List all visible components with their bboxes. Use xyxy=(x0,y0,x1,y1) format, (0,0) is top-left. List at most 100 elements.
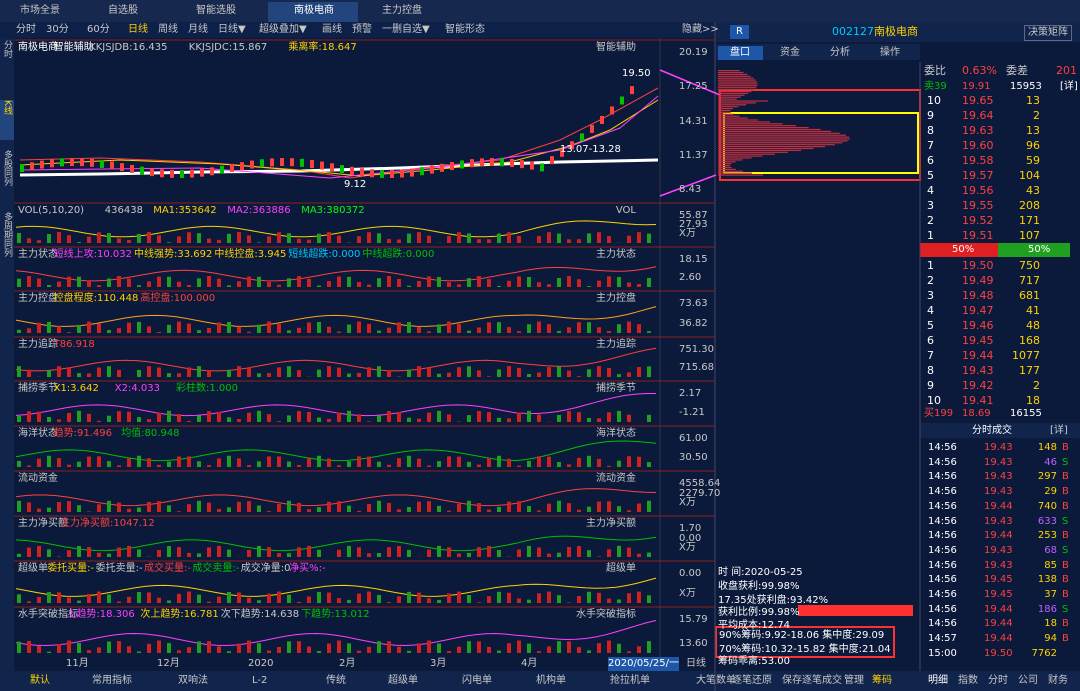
toolbar-button[interactable]: 画线 xyxy=(322,24,342,35)
bottom-tab[interactable]: 大笔数单 xyxy=(696,675,736,686)
decor-shape xyxy=(227,591,231,603)
bottom-tab[interactable]: L-2 xyxy=(252,675,268,686)
bottom-tab[interactable]: 保存 xyxy=(782,675,802,686)
decor-shape xyxy=(47,370,51,377)
decor-shape xyxy=(237,643,241,653)
quote-tab[interactable]: 资金 xyxy=(780,47,800,58)
chip-tab[interactable]: 逐笔成交 xyxy=(802,675,842,686)
decor-shape xyxy=(337,465,341,467)
indicator-label: X2:4.033 xyxy=(114,383,161,394)
decor-shape xyxy=(557,277,561,287)
decor-shape xyxy=(197,366,201,377)
toolbar-button[interactable]: 预警 xyxy=(352,24,372,35)
toolbar-button[interactable]: 日线 xyxy=(128,24,148,35)
chip-tab[interactable]: 逐笔还原 xyxy=(732,675,772,686)
decor-shape xyxy=(407,650,411,653)
bottom-tab[interactable]: 超级单 xyxy=(388,675,418,686)
decor-shape xyxy=(15,488,657,507)
axis-label: X万 xyxy=(679,542,696,553)
side-tab[interactable]: K线 xyxy=(2,100,12,115)
decor-shape xyxy=(447,593,451,603)
right-tab[interactable]: 分时 xyxy=(988,675,1008,686)
decor-shape xyxy=(327,501,331,512)
decor-shape xyxy=(180,169,184,178)
right-tab[interactable]: 公司 xyxy=(1018,675,1038,686)
indicator-tag: 水手突破指标 xyxy=(576,609,636,620)
toolbar-button[interactable]: 周线 xyxy=(158,24,178,35)
toolbar-button[interactable]: 一删自选▼ xyxy=(382,24,430,35)
decor-shape xyxy=(517,501,521,512)
decor-shape xyxy=(718,174,764,176)
decor-shape xyxy=(277,367,281,377)
hide-button[interactable]: 隐藏>> xyxy=(682,24,719,35)
decor-shape xyxy=(527,505,531,512)
right-tab[interactable]: 指数 xyxy=(958,675,978,686)
indicator-label: 控盘程度:110.448 xyxy=(53,293,139,304)
decor-shape xyxy=(610,106,614,115)
toolbar-button[interactable]: 智能形态 xyxy=(445,24,485,35)
decor-shape xyxy=(57,592,61,603)
chip-stat: 获利比例:99.98% xyxy=(718,607,800,618)
trade-time: 14:56 xyxy=(928,603,957,615)
axis-label: 1.70 xyxy=(679,523,702,534)
sell-head: 19.91 xyxy=(962,81,991,92)
chip-tab[interactable]: 筹码 xyxy=(872,675,892,686)
decor-shape xyxy=(267,373,271,377)
decor-shape xyxy=(277,456,281,467)
decor-shape xyxy=(110,161,114,170)
decor-shape xyxy=(647,500,651,512)
bottom-tab[interactable]: 双响法 xyxy=(178,675,208,686)
bottom-tab[interactable]: 传统 xyxy=(326,675,346,686)
decor-shape xyxy=(557,414,561,422)
side-tab[interactable]: 多股同列 xyxy=(2,150,12,186)
bottom-tab[interactable]: 机构单 xyxy=(536,675,566,686)
decor-shape xyxy=(190,169,194,178)
toolbar-button[interactable]: 分时 xyxy=(16,24,36,35)
right-tab[interactable]: 明细 xyxy=(928,675,948,686)
top-tab[interactable]: 主力控盘 xyxy=(382,5,422,16)
decor-shape xyxy=(107,278,111,287)
indicator-label: T86.918 xyxy=(53,339,95,350)
trades-more[interactable]: [详] xyxy=(1050,425,1068,436)
matrix-button[interactable]: 决策矩阵 xyxy=(1024,25,1072,41)
toolbar-button[interactable]: 月线 xyxy=(188,24,208,35)
decor-shape xyxy=(718,136,850,138)
trade-price: 19.43 xyxy=(984,486,1013,498)
toolbar-button[interactable]: 超级叠加▼ xyxy=(259,24,307,35)
chip-stat: 90%筹码:9.92-18.06 集中度:29.09 xyxy=(719,630,885,641)
decor-shape xyxy=(317,591,321,603)
toolbar-button[interactable]: 日线▼ xyxy=(218,24,246,35)
bottom-tab[interactable]: 默认 xyxy=(30,675,50,686)
top-tab[interactable]: 自选股 xyxy=(108,5,138,16)
decor-shape xyxy=(167,545,171,557)
bottom-tab[interactable]: 抢拉机单 xyxy=(610,675,650,686)
top-tab[interactable]: 南极电商 xyxy=(294,5,334,16)
toolbar-button[interactable]: 30分 xyxy=(46,24,69,35)
level-volume: 48 xyxy=(1026,319,1040,332)
decor-shape xyxy=(217,278,221,287)
bottom-tab[interactable]: 闪电单 xyxy=(462,675,492,686)
toolbar-button[interactable]: 60分 xyxy=(87,24,110,35)
decor-shape xyxy=(127,240,131,243)
side-tab[interactable]: 分时 xyxy=(2,40,12,58)
right-tab[interactable]: 财务 xyxy=(1048,675,1068,686)
bottom-tab[interactable]: 常用指标 xyxy=(92,675,132,686)
decor-shape xyxy=(457,284,461,287)
decor-shape xyxy=(297,502,301,512)
decor-shape xyxy=(718,128,821,131)
decor-shape xyxy=(267,593,271,603)
decor-shape xyxy=(427,598,431,603)
quote-tab[interactable]: 盘口 xyxy=(730,47,750,58)
indicator-label: 超级单 xyxy=(18,563,48,574)
top-tab[interactable]: 智能选股 xyxy=(196,5,236,16)
decor-shape xyxy=(617,277,621,287)
decor-shape xyxy=(447,372,451,377)
bottom-tab[interactable]: 管理 xyxy=(844,675,864,686)
decor-shape xyxy=(527,410,531,422)
indicator-label: 乘离率:18.647 xyxy=(288,42,357,53)
top-tab[interactable]: 市场全景 xyxy=(20,5,60,16)
quote-tab[interactable]: 操作 xyxy=(880,47,900,58)
decor-shape xyxy=(467,500,471,512)
side-tab[interactable]: 多周期同列 xyxy=(2,212,12,257)
quote-tab[interactable]: 分析 xyxy=(830,47,850,58)
